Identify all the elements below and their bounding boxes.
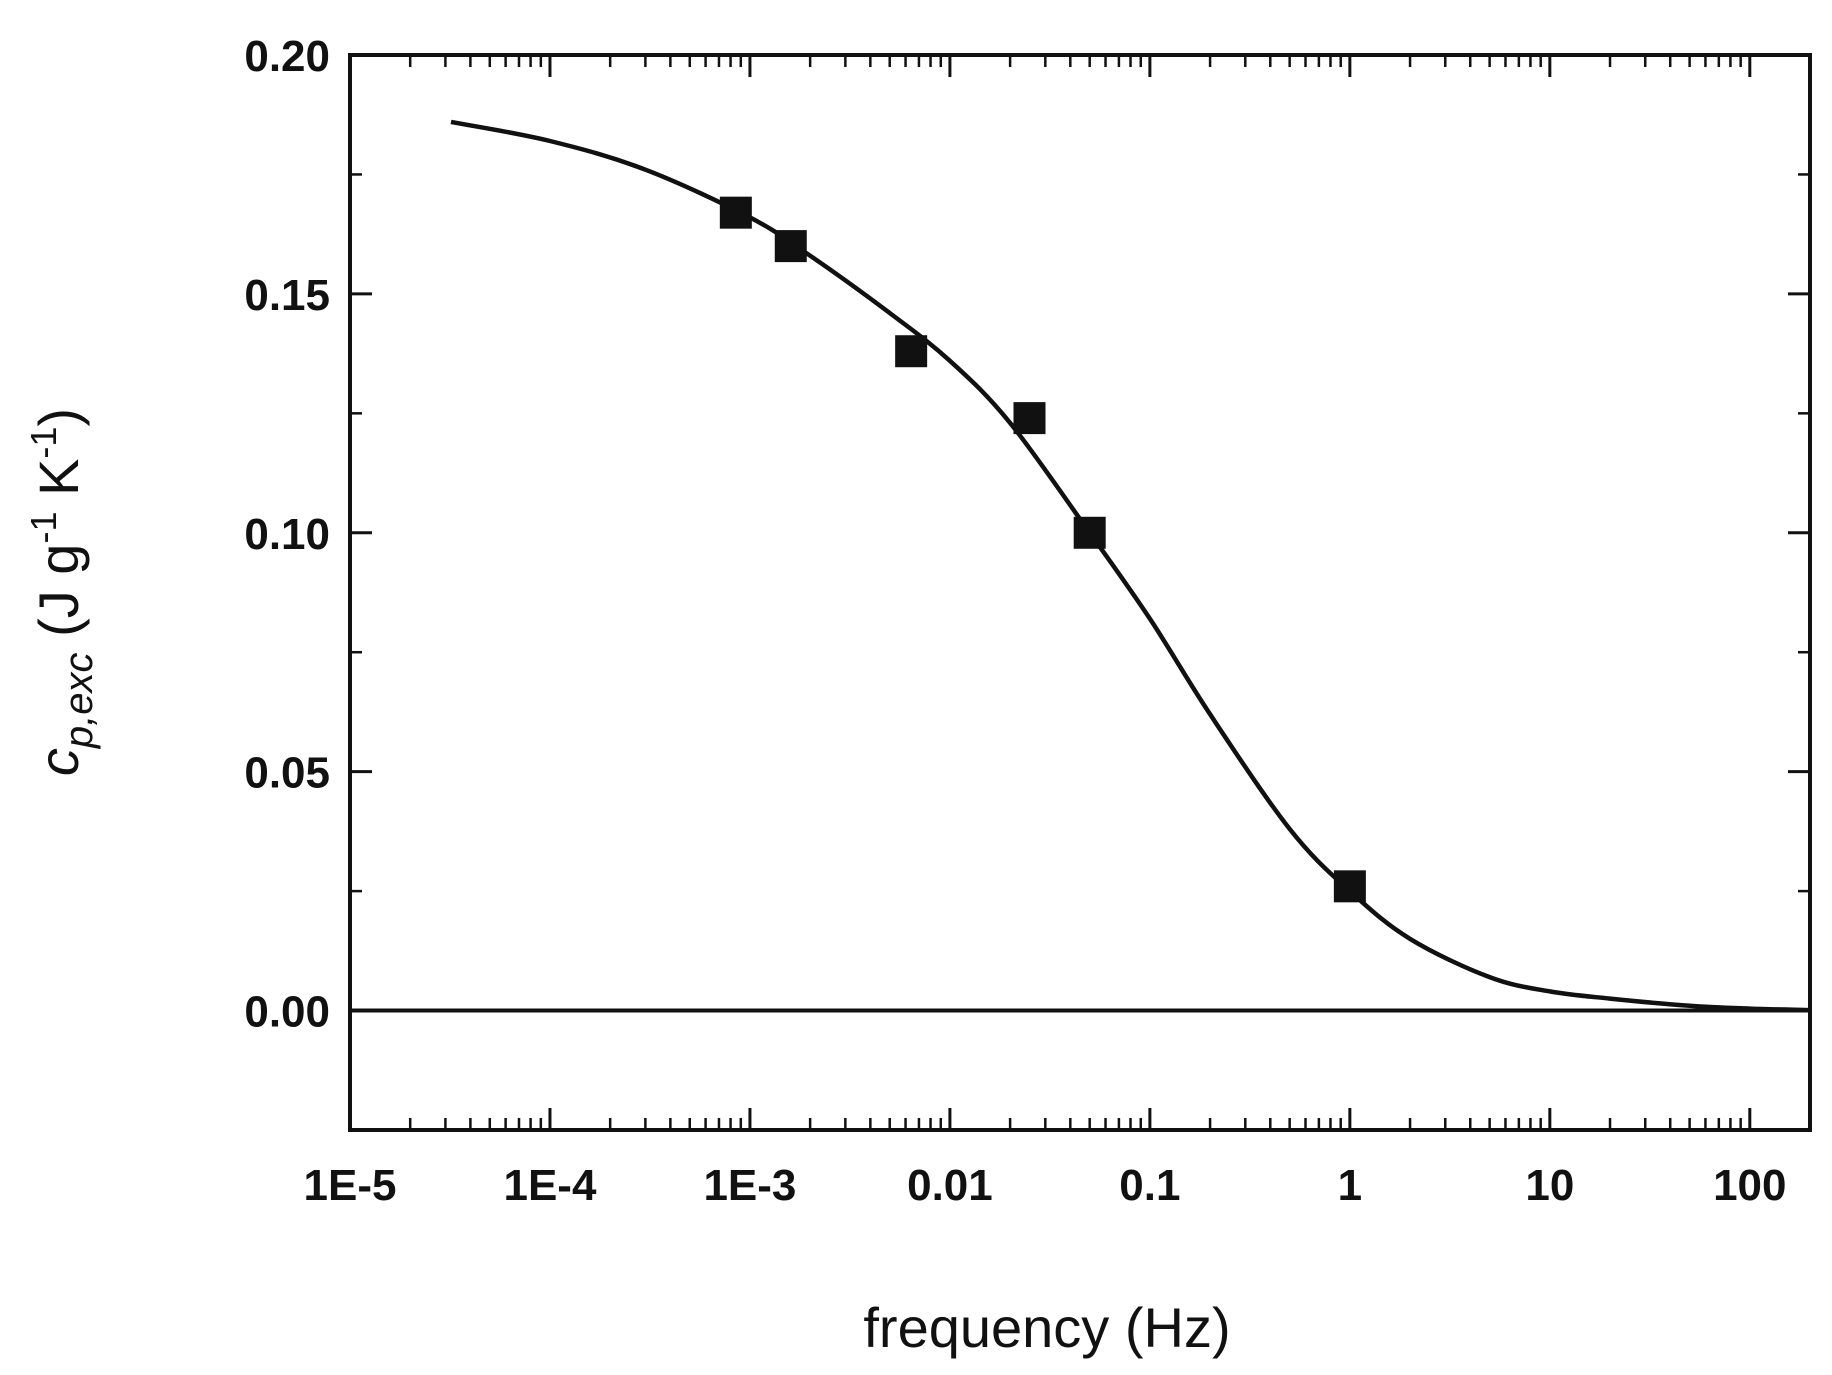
x-tick-label: 100	[1713, 1161, 1786, 1210]
data-point-square	[1333, 870, 1366, 903]
data-point-square	[1013, 402, 1046, 435]
x-tick-label: 0.1	[1119, 1161, 1180, 1210]
y-tick-label: 0.15	[244, 271, 330, 320]
x-tick-label: 1E-5	[304, 1161, 397, 1210]
curves	[350, 119, 1811, 1013]
y-axis-symbol: c	[27, 748, 90, 776]
y-tick-label: 0.20	[244, 32, 330, 81]
data-point-square	[774, 230, 807, 263]
plot-frame	[348, 53, 1812, 1132]
fit-curve	[450, 119, 1811, 1013]
axis-ticks	[348, 53, 1810, 1130]
y-axis-exponent-1: -1	[23, 512, 64, 544]
y-axis-unit-open: (J g	[27, 544, 90, 653]
x-axis-title: frequency (Hz)	[863, 1296, 1230, 1359]
y-tick-label: 0.00	[244, 988, 330, 1037]
data-point-square	[1073, 516, 1106, 549]
y-axis-exponent-2: -1	[23, 427, 64, 459]
data-points	[719, 196, 1366, 903]
x-tick-label: 1E-3	[703, 1161, 796, 1210]
y-axis-unit-mid: K	[27, 459, 90, 512]
x-tick-label: 1E-4	[503, 1161, 596, 1210]
x-tick-label: 10	[1525, 1161, 1574, 1210]
x-tick-label: 0.01	[907, 1161, 993, 1210]
x-tick-label: 1	[1338, 1161, 1362, 1210]
data-point-square	[895, 335, 928, 368]
y-axis-unit-close: )	[27, 408, 90, 427]
y-axis-title: cp,exc (J g-1 K-1)	[23, 408, 101, 776]
y-tick-labels: 0.00 0.05 0.10 0.15 0.20	[244, 32, 330, 1037]
y-tick-label: 0.05	[244, 749, 330, 798]
data-point-square	[719, 196, 752, 229]
y-axis-subscript: p,exc	[57, 652, 101, 749]
x-tick-labels: 1E-5 1E-4 1E-3 0.01 0.1 1 10 100	[304, 1161, 1787, 1210]
y-tick-label: 0.10	[244, 510, 330, 559]
